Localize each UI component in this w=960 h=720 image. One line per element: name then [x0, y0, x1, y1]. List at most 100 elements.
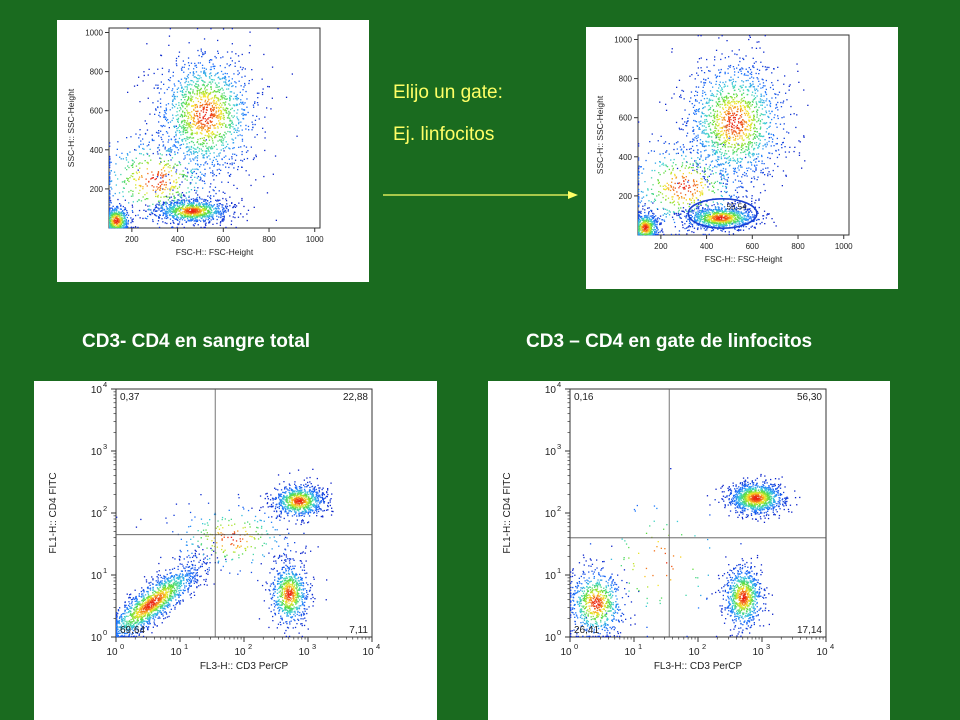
data-point	[203, 164, 205, 166]
data-point	[175, 115, 177, 117]
data-point	[741, 158, 743, 160]
data-point	[165, 181, 167, 184]
data-point	[191, 205, 193, 207]
data-point	[741, 166, 743, 168]
data-point	[691, 209, 693, 211]
data-point	[198, 148, 201, 150]
data-point	[216, 123, 218, 125]
data-point	[195, 207, 197, 209]
data-point	[769, 105, 772, 108]
data-point	[660, 135, 662, 137]
data-point	[692, 210, 694, 212]
data-point	[176, 130, 178, 132]
data-point	[267, 85, 269, 88]
data-point	[740, 166, 742, 168]
data-point	[770, 133, 772, 135]
data-point	[230, 95, 232, 97]
data-point	[149, 148, 151, 150]
data-point	[715, 80, 718, 83]
data-point	[122, 224, 124, 226]
data-point	[153, 210, 155, 212]
data-point	[749, 73, 751, 75]
data-point	[116, 148, 118, 150]
data-point	[213, 65, 215, 67]
data-point	[142, 154, 145, 156]
data-point	[175, 103, 177, 106]
data-point	[169, 214, 171, 216]
data-point	[169, 164, 171, 167]
data-point	[706, 229, 708, 231]
data-point	[196, 210, 198, 213]
data-point	[204, 173, 206, 175]
data-point	[693, 217, 695, 219]
data-point	[180, 78, 183, 80]
data-point	[671, 48, 673, 50]
data-point	[704, 224, 706, 226]
data-point	[233, 128, 235, 130]
data-point	[263, 175, 265, 178]
data-point	[165, 113, 167, 115]
data-point	[160, 177, 162, 179]
data-point	[742, 217, 745, 220]
data-point	[187, 138, 189, 140]
data-point	[215, 210, 217, 212]
data-point	[211, 131, 213, 133]
data-point	[243, 114, 245, 116]
data-point	[217, 89, 219, 91]
data-point	[651, 218, 653, 220]
data-point	[155, 214, 157, 217]
data-point	[159, 102, 162, 104]
data-point	[773, 221, 775, 223]
data-point	[213, 133, 215, 135]
data-point	[188, 42, 190, 44]
data-point	[641, 197, 643, 199]
data-point	[710, 161, 713, 163]
data-point	[724, 185, 727, 188]
data-point	[183, 129, 185, 131]
data-point	[650, 150, 653, 152]
data-point	[175, 182, 177, 184]
data-point	[210, 214, 212, 216]
data-point	[169, 193, 171, 195]
data-point	[752, 77, 755, 79]
data-point	[204, 124, 206, 126]
data-point	[750, 168, 752, 170]
data-point	[237, 70, 239, 72]
data-point	[205, 152, 207, 154]
data-point	[169, 214, 172, 216]
data-point	[754, 202, 756, 204]
data-point	[654, 162, 657, 164]
data-point	[184, 208, 187, 211]
data-point	[261, 91, 264, 94]
data-point	[118, 192, 121, 194]
data-point	[691, 103, 693, 105]
data-point	[705, 149, 707, 151]
data-point	[184, 96, 186, 98]
data-point	[210, 98, 212, 100]
data-point	[741, 220, 743, 222]
data-point	[169, 208, 171, 210]
data-point	[190, 208, 193, 210]
data-point	[214, 114, 217, 116]
data-point	[176, 217, 178, 219]
data-point	[195, 127, 198, 129]
data-point	[703, 113, 705, 115]
data-point	[123, 223, 125, 225]
data-point	[690, 214, 692, 216]
data-point	[184, 77, 186, 79]
data-point	[693, 104, 696, 107]
data-point	[119, 224, 121, 226]
data-point	[160, 187, 162, 190]
data-point	[772, 88, 774, 90]
data-point	[215, 57, 217, 59]
data-point	[765, 69, 767, 71]
data-point	[194, 115, 196, 117]
data-point	[751, 200, 753, 202]
data-point	[226, 63, 228, 65]
data-point	[113, 219, 115, 222]
data-point	[209, 77, 211, 79]
data-point	[764, 143, 766, 145]
data-point	[183, 127, 186, 129]
data-point	[712, 209, 714, 212]
data-point	[709, 209, 712, 211]
